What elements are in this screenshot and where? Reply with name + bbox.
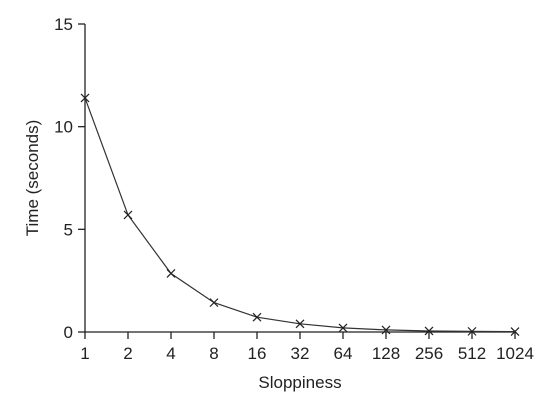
x-tick-label: 16 <box>248 344 267 363</box>
marker-stroke <box>424 326 434 336</box>
x-tick-label: 1024 <box>496 344 534 363</box>
x-tick-label: 2 <box>123 344 132 363</box>
x-tick-label: 1 <box>80 344 89 363</box>
y-axis: 0 5 10 15 <box>54 15 86 342</box>
data-point-marker <box>467 326 477 336</box>
data-point-marker <box>166 269 176 278</box>
data-point-marker <box>295 319 305 329</box>
y-tick-label: 0 <box>64 323 73 342</box>
data-point-marker <box>209 298 219 308</box>
y-tick-label: 5 <box>64 220 73 239</box>
x-tick-label: 512 <box>458 344 486 363</box>
data-series <box>80 93 520 337</box>
marker-stroke <box>123 210 133 220</box>
data-point-marker <box>252 312 262 322</box>
y-tick-label: 10 <box>54 118 73 137</box>
marker-stroke <box>166 269 176 278</box>
y-axis-title: Time (seconds) <box>23 120 42 237</box>
data-point-marker <box>123 210 133 220</box>
x-tick-label: 8 <box>209 344 218 363</box>
y-tick-label: 15 <box>54 15 73 34</box>
marker-stroke <box>209 298 219 308</box>
marker-stroke <box>338 323 348 333</box>
x-axis: 1 2 4 8 16 32 64 128 256 512 1024 <box>80 331 534 363</box>
data-point-marker <box>80 93 90 103</box>
marker-stroke <box>381 325 391 335</box>
x-tick-label: 128 <box>372 344 400 363</box>
x-tick-label: 256 <box>415 344 443 363</box>
marker-stroke <box>252 312 262 322</box>
data-point-marker <box>338 323 348 333</box>
data-point-marker <box>510 327 520 337</box>
x-tick-label: 4 <box>166 344 175 363</box>
x-tick-label: 32 <box>291 344 310 363</box>
marker-stroke <box>295 319 305 329</box>
marker-stroke <box>510 327 520 337</box>
data-point-marker <box>424 326 434 336</box>
marker-stroke <box>467 326 477 336</box>
x-tick-label: 64 <box>334 344 353 363</box>
marker-stroke <box>80 93 90 103</box>
data-point-marker <box>381 325 391 335</box>
x-axis-title: Sloppiness <box>258 373 341 392</box>
